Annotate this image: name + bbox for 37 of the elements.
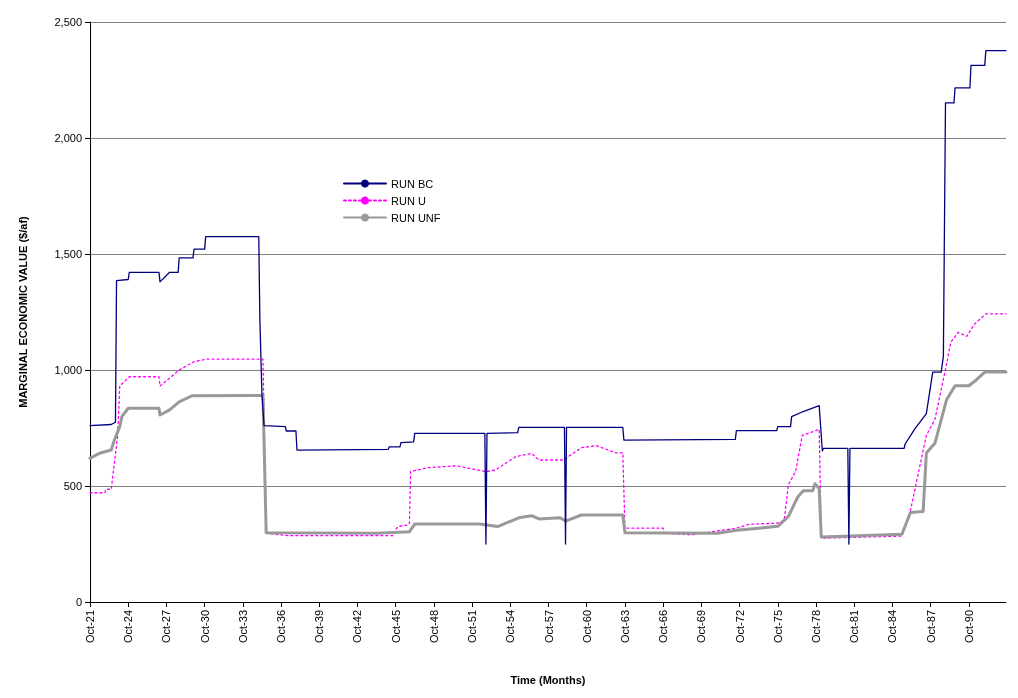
- legend-label: RUN BC: [391, 177, 434, 190]
- x-tick-label: Oct-42: [351, 610, 364, 644]
- line-series: [89, 49, 1007, 545]
- x-tick-label: Oct-57: [542, 610, 555, 644]
- y-tick-label: 2,500: [54, 16, 82, 28]
- x-tick-label: Oct-30: [198, 610, 211, 644]
- x-tick-label: Oct-39: [313, 610, 326, 644]
- y-tick-label: 500: [63, 480, 82, 492]
- x-tick-label: Oct-81: [848, 610, 861, 644]
- x-tick-label: Oct-45: [389, 610, 402, 644]
- x-tick-label: Oct-27: [160, 610, 173, 644]
- x-tick-label: Oct-78: [809, 610, 822, 644]
- y-axis-title: MARGINAL ECONOMIC VALUE ($/af): [16, 215, 29, 408]
- x-tick-label: Oct-90: [962, 610, 975, 644]
- x-tick-label: Oct-33: [236, 610, 249, 644]
- x-tick-label: Oct-24: [122, 610, 135, 644]
- x-axis-title: Time (Months): [510, 673, 586, 686]
- y-tick-label: 0: [75, 596, 82, 608]
- x-tick-label: Oct-54: [504, 610, 517, 644]
- x-tick-label: Oct-60: [580, 610, 593, 644]
- x-tick-label: Oct-63: [618, 610, 631, 644]
- x-tick-label: Oct-87: [924, 610, 937, 644]
- x-tick-label: Oct-51: [466, 610, 479, 644]
- y-tick-label: 2,000: [54, 132, 82, 144]
- x-tick-label: Oct-72: [733, 610, 746, 644]
- x-tick-label: Oct-66: [657, 610, 670, 644]
- x-tick-label: Oct-21: [84, 610, 96, 644]
- x-tick-label: Oct-84: [886, 610, 899, 644]
- x-tick-label: Oct-48: [427, 610, 440, 644]
- legend-label: RUN U: [391, 194, 426, 207]
- x-tick-label: Oct-75: [771, 610, 784, 644]
- y-tick-label: 1,500: [54, 248, 82, 260]
- line-series: [88, 370, 1008, 539]
- x-tick-label: Oct-69: [695, 610, 708, 644]
- y-tick-label: 1,000: [54, 364, 82, 376]
- legend-label: RUN UNF: [391, 211, 441, 224]
- x-tick-label: Oct-36: [275, 610, 288, 644]
